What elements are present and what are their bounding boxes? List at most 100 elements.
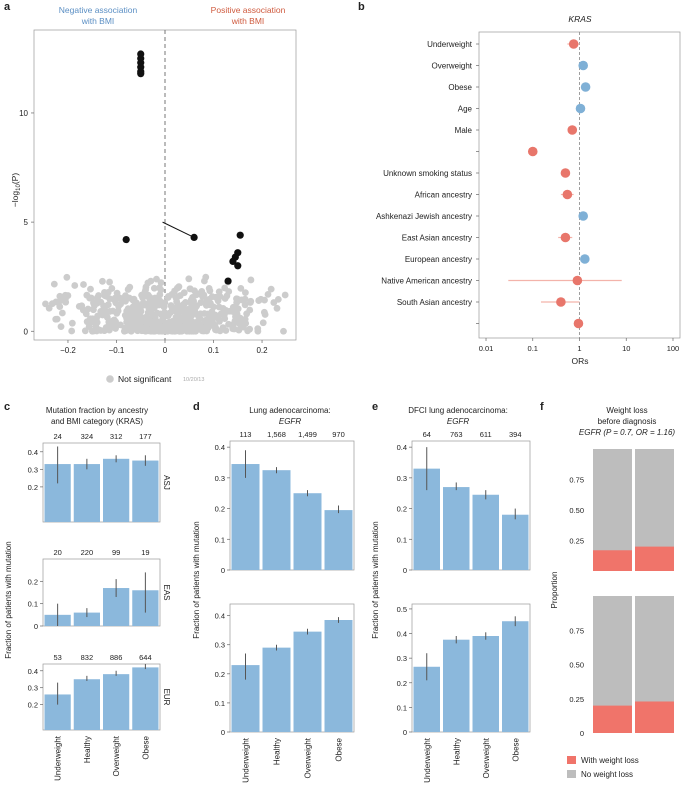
c-plot-panel-name-1: EAS: [162, 584, 171, 600]
e-plot-count-0-1: 763: [450, 430, 463, 439]
panel-c: c Mutation fraction by ancestry and BMI …: [4, 401, 171, 781]
d-plot-ytick-label-0-3: 0.3: [215, 474, 225, 483]
c-plot-count-1-1: 220: [81, 548, 94, 557]
e-plot-ytick-label-1-0: 0: [403, 728, 407, 737]
c-plot-ytick-label-1-1: 0.1: [28, 600, 38, 609]
nonsig-point: [187, 299, 195, 307]
forest-row-label-1: Overweight: [432, 62, 473, 71]
panel-d-title-line1: Lung adenocarcinoma:: [249, 406, 330, 415]
forest-point-12: [556, 297, 566, 307]
nonsig-point: [50, 280, 58, 288]
nonsig-point: [226, 307, 234, 315]
e-plot-ytick-label-0-1: 0.1: [397, 535, 407, 544]
panel-f-title-line2: before diagnosis: [598, 417, 657, 426]
f-ytick-label-0-1: 0.50: [569, 506, 584, 515]
nonsig-point: [147, 317, 154, 325]
e-plot-category-1: Healthy: [452, 738, 461, 765]
c-plot-bar-2-3: [132, 667, 159, 730]
nonsig-point: [68, 327, 76, 335]
nonsig-point: [273, 304, 281, 312]
c-plot-count-2-3: 644: [139, 653, 152, 662]
d-plot-bar-0-0: [231, 464, 260, 570]
d-plot-bar-0-3: [324, 510, 353, 570]
nonsig-point: [122, 297, 129, 305]
c-plot-ytick-label-1-0: 0: [34, 622, 38, 631]
panel-f-label: f: [540, 401, 544, 413]
d-plot-count-0-0: 113: [240, 430, 252, 439]
forest-x-tick-label-4: 100: [667, 344, 680, 353]
nonsig-point: [63, 273, 71, 281]
significant-point-5: [137, 50, 145, 58]
panel-e-y-axis-label: Fraction of patients with mutation: [371, 521, 380, 638]
nonsig-point: [106, 278, 113, 286]
panel-e-label: e: [372, 401, 378, 413]
e-plot-ytick-label-1-3: 0.3: [397, 654, 407, 663]
nonsig-point: [90, 306, 97, 314]
nonsig-point: [154, 321, 162, 329]
forest-row-label-6: Unknown smoking status: [383, 169, 472, 178]
e-plot-bar-0-3: [502, 514, 529, 570]
volcano-x-tick-label-3: 0.1: [208, 346, 220, 355]
nonsig-point: [178, 314, 185, 322]
forest-row-label-12: South Asian ancestry: [397, 298, 472, 307]
nonsig-point: [58, 309, 66, 317]
c-plot-category-2: Overweight: [112, 735, 121, 776]
nonsig-point: [215, 303, 223, 311]
legend-extra-text: 10/20/13: [183, 377, 204, 383]
forest-point-10: [580, 254, 590, 264]
legend-with-weight-loss-swatch: [567, 756, 576, 764]
forest-x-tick-label-0: 0.01: [479, 344, 494, 353]
volcano-annotation-line: [162, 221, 195, 238]
e-plot-bar-1-2: [472, 636, 499, 732]
nonsig-point: [157, 279, 165, 287]
nonsig-point: [205, 285, 213, 292]
forest-x-tick-label-3: 10: [622, 344, 630, 353]
c-plot-count-1-0: 20: [53, 548, 61, 557]
forest-x-tick-label-1: 0.1: [528, 344, 538, 353]
nonsig-point: [100, 327, 108, 334]
nonsig-point: [106, 318, 114, 326]
c-plot-bar-2-1: [73, 679, 100, 730]
nonsig-point: [212, 324, 220, 332]
forest-row-label-4: Male: [455, 126, 473, 135]
c-plot-category-0: Underweight: [54, 735, 63, 781]
d-plot-bar-1-3: [324, 620, 353, 732]
c-plot-frame-0: [42, 442, 161, 523]
nonsig-point: [220, 308, 228, 316]
c-plot-bar-0-3: [132, 460, 159, 522]
forest-point-13: [573, 318, 584, 329]
nonsig-point: [152, 295, 160, 302]
nonsig-point: [153, 275, 160, 283]
e-plot-ytick-label-1-4: 0.4: [397, 630, 407, 639]
nonsig-point: [204, 310, 212, 318]
f-weight-loss-bar-0-1: [635, 546, 674, 571]
volcano-y-tick-label-2: 10: [19, 109, 28, 118]
forest-row-label-3: Age: [458, 105, 473, 114]
d-plot-ytick-label-0-2: 0.2: [215, 505, 225, 514]
nonsig-point: [231, 305, 239, 313]
forest-point-3: [575, 103, 586, 114]
panel-f-y-axis-label: Proportion: [550, 572, 559, 609]
forest-point-7: [562, 189, 573, 200]
nonsig-point: [200, 291, 208, 299]
nonsig-point: [254, 325, 262, 333]
e-plot-ytick-label-1-2: 0.2: [397, 679, 407, 688]
volcano-x-tick-label-2: 0: [163, 346, 168, 355]
panel-c-title-line1: Mutation fraction by ancestry: [46, 406, 148, 415]
nonsig-point: [270, 299, 278, 306]
c-plot-count-0-2: 312: [110, 432, 123, 441]
d-plot-category-3: Obese: [335, 737, 344, 761]
panel-f-subtitle: EGFR (P = 0.7, OR = 1.16): [579, 428, 676, 437]
panel-f-title-line1: Weight loss: [606, 406, 647, 415]
nonsig-point: [126, 283, 134, 291]
nonsig-point: [140, 327, 148, 335]
c-plot-ytick-label-0-0: 0.2: [28, 483, 38, 492]
e-plot-count-0-3: 394: [509, 430, 522, 439]
volcano-points: [42, 50, 289, 335]
forest-point-11: [572, 275, 583, 286]
forest-point-1: [578, 60, 589, 71]
nonsig-point: [197, 299, 205, 306]
c-plot-bar-1-1: [73, 612, 100, 626]
d-plot-ytick-label-1-2: 0.2: [215, 670, 225, 679]
volcano-y-tick-label-1: 5: [24, 218, 29, 227]
